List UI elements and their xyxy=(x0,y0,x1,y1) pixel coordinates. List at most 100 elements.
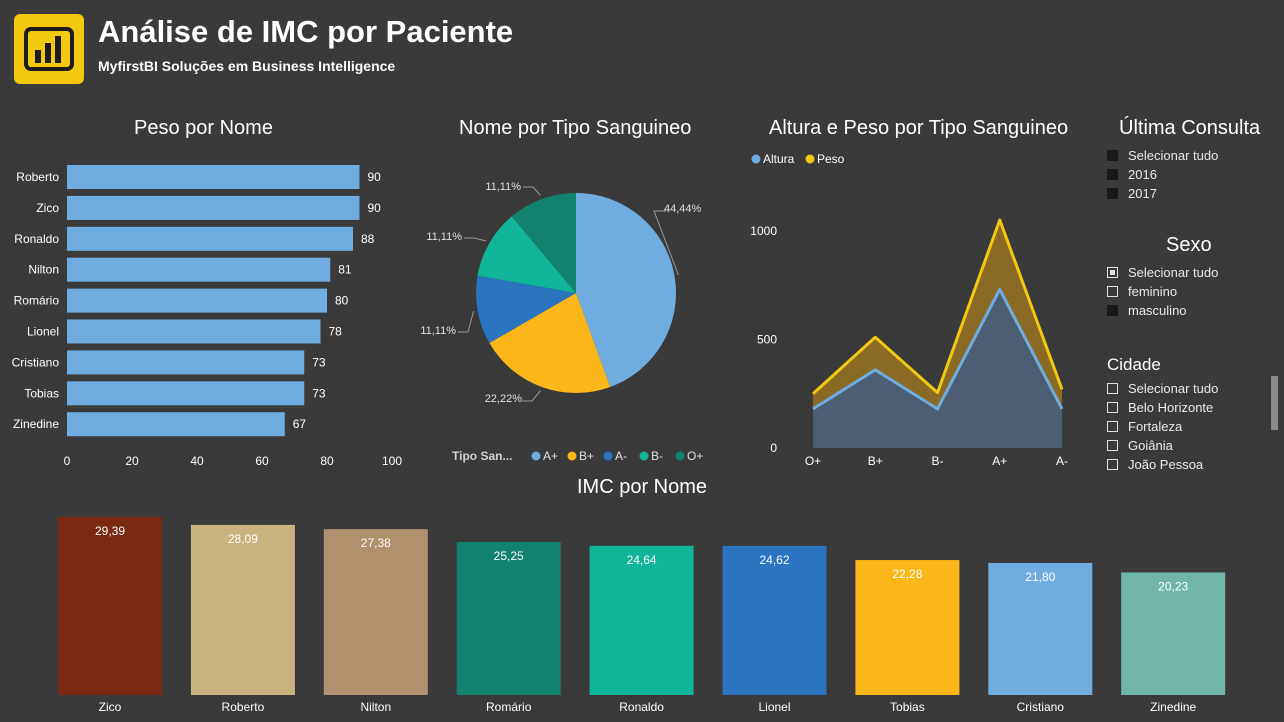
category-label: Nilton xyxy=(360,700,391,714)
bar[interactable] xyxy=(456,542,561,695)
bar[interactable] xyxy=(67,195,360,220)
altura-peso-area-chart[interactable]: Altura Peso 0 500 1000 O+ B+ B- A+ A- xyxy=(740,145,1090,475)
pie-slice[interactable] xyxy=(477,216,576,293)
slicer-option-joao-pessoa[interactable]: João Pessoa xyxy=(1107,455,1218,474)
slicer-option-2016[interactable]: 2016 xyxy=(1107,165,1260,184)
legend-marker xyxy=(567,451,577,461)
legend-title: Tipo San... xyxy=(452,449,512,463)
area-fill xyxy=(813,289,1062,448)
data-label: 90 xyxy=(368,170,382,184)
bar[interactable] xyxy=(67,165,360,189)
slice-label: 11,11% xyxy=(485,181,521,193)
checkbox[interactable] xyxy=(1107,459,1118,470)
legend-marker xyxy=(675,451,685,461)
legend-label: B+ xyxy=(579,449,594,463)
pie-slice[interactable] xyxy=(576,193,676,387)
category-label: Cristiano xyxy=(12,355,60,369)
checkbox[interactable] xyxy=(1107,188,1118,199)
x-tick-label: O+ xyxy=(805,454,821,468)
category-label: Ronaldo xyxy=(14,232,59,246)
x-tick-label: 40 xyxy=(190,454,204,468)
legend-marker xyxy=(751,154,761,164)
data-label: 25,25 xyxy=(494,549,524,563)
slicer-option-belo-horizonte[interactable]: Belo Horizonte xyxy=(1107,398,1218,417)
pie-chart-title: Nome por Tipo Sanguineo xyxy=(459,117,692,139)
bar[interactable] xyxy=(722,545,827,695)
legend-label: Altura xyxy=(763,152,795,166)
legend-label: A- xyxy=(615,449,627,463)
slicer-option-selecionar-tudo[interactable]: Selecionar tudo xyxy=(1107,379,1218,398)
x-tick-label: 80 xyxy=(320,454,334,468)
data-label: 73 xyxy=(312,386,326,400)
x-tick-label: 100 xyxy=(382,454,402,468)
checkbox[interactable] xyxy=(1107,169,1118,180)
legend-label: O+ xyxy=(687,449,703,463)
tipo-sanguineo-pie-chart[interactable]: 44,44% 22,22% 11,11% 11,11% 11,11% Tipo San..… xyxy=(410,165,730,475)
bar[interactable] xyxy=(67,226,353,251)
slice-label: 22,22% xyxy=(485,393,523,405)
slice-label: 44,44% xyxy=(664,203,702,215)
bar[interactable] xyxy=(988,562,1093,695)
slicer-option-masculino[interactable]: masculino xyxy=(1107,301,1218,320)
bar[interactable] xyxy=(589,545,694,695)
bar[interactable] xyxy=(855,560,960,695)
checkbox[interactable] xyxy=(1107,150,1118,161)
slicer-option-fortaleza[interactable]: Fortaleza xyxy=(1107,417,1218,436)
leader-line xyxy=(458,310,475,333)
bar[interactable] xyxy=(190,524,295,695)
slicer-ultima-consulta-title: Última Consulta xyxy=(1119,117,1261,139)
slicer-option-selecionar-tudo[interactable]: Selecionar tudo xyxy=(1107,146,1260,165)
category-label: Zico xyxy=(36,201,59,215)
page-subtitle: MyfirstBI Soluções em Business Intellige… xyxy=(98,58,396,74)
slicer-cidade-title: Cidade xyxy=(1107,355,1161,374)
peso-chart-title: Peso por Nome xyxy=(134,117,273,139)
bar[interactable] xyxy=(67,288,327,313)
data-label: 22,28 xyxy=(892,567,922,581)
leader-line xyxy=(522,390,541,402)
data-label: 24,62 xyxy=(759,553,789,567)
pie-slice[interactable] xyxy=(489,293,611,393)
slicer-sexo: Sexo Selecionar tudo feminino masculino xyxy=(1107,234,1218,320)
pie-slice[interactable] xyxy=(511,193,576,293)
slicer-option-feminino[interactable]: feminino xyxy=(1107,282,1218,301)
bar[interactable] xyxy=(58,517,162,695)
y-tick-label: 500 xyxy=(757,332,777,346)
x-tick-label: 20 xyxy=(125,454,139,468)
bar[interactable] xyxy=(67,319,321,344)
category-label: Lionel xyxy=(758,700,790,714)
data-label: 73 xyxy=(312,355,326,369)
checkbox[interactable] xyxy=(1107,440,1118,451)
checkbox[interactable] xyxy=(1107,305,1118,316)
data-label: 21,80 xyxy=(1025,570,1055,584)
bar[interactable] xyxy=(323,529,428,695)
slicer-scrollbar[interactable] xyxy=(1271,376,1278,430)
bar[interactable] xyxy=(1121,572,1226,695)
slicer-option-2017[interactable]: 2017 xyxy=(1107,184,1260,203)
data-label: 27,38 xyxy=(361,536,391,550)
checkbox[interactable] xyxy=(1107,383,1118,394)
series-line[interactable] xyxy=(812,287,1064,411)
peso-bar-chart[interactable]: Roberto 90 Zico 90 Ronaldo 88 Nilton 81 Romário 8… xyxy=(0,160,420,475)
legend-label: A+ xyxy=(543,449,558,463)
data-label: 81 xyxy=(338,263,352,277)
legend-marker xyxy=(639,451,649,461)
slicer-sexo-title: Sexo xyxy=(1166,234,1212,256)
category-label: Cristiano xyxy=(1017,700,1065,714)
imc-bar-chart[interactable]: 29,39 Zico 28,09 Roberto 27,38 Nilton 25,25 Rom… xyxy=(0,505,1260,722)
bar[interactable] xyxy=(67,412,285,437)
checkbox[interactable] xyxy=(1107,267,1118,278)
legend-marker xyxy=(603,451,613,461)
bar[interactable] xyxy=(67,381,305,406)
y-tick-label: 1000 xyxy=(750,224,777,238)
series-line[interactable] xyxy=(811,218,1064,395)
checkbox[interactable] xyxy=(1107,421,1118,432)
slicer-option-goiania[interactable]: Goiânia xyxy=(1107,436,1218,455)
slicer-ultima-consulta: Última Consulta Selecionar tudo 2016 201… xyxy=(1107,117,1260,203)
checkbox[interactable] xyxy=(1107,286,1118,297)
bar[interactable] xyxy=(67,350,305,375)
slicer-option-selecionar-tudo[interactable]: Selecionar tudo xyxy=(1107,263,1218,282)
bar[interactable] xyxy=(67,257,331,282)
pie-slice[interactable] xyxy=(476,275,576,343)
checkbox[interactable] xyxy=(1107,402,1118,413)
data-label: 78 xyxy=(329,325,343,339)
